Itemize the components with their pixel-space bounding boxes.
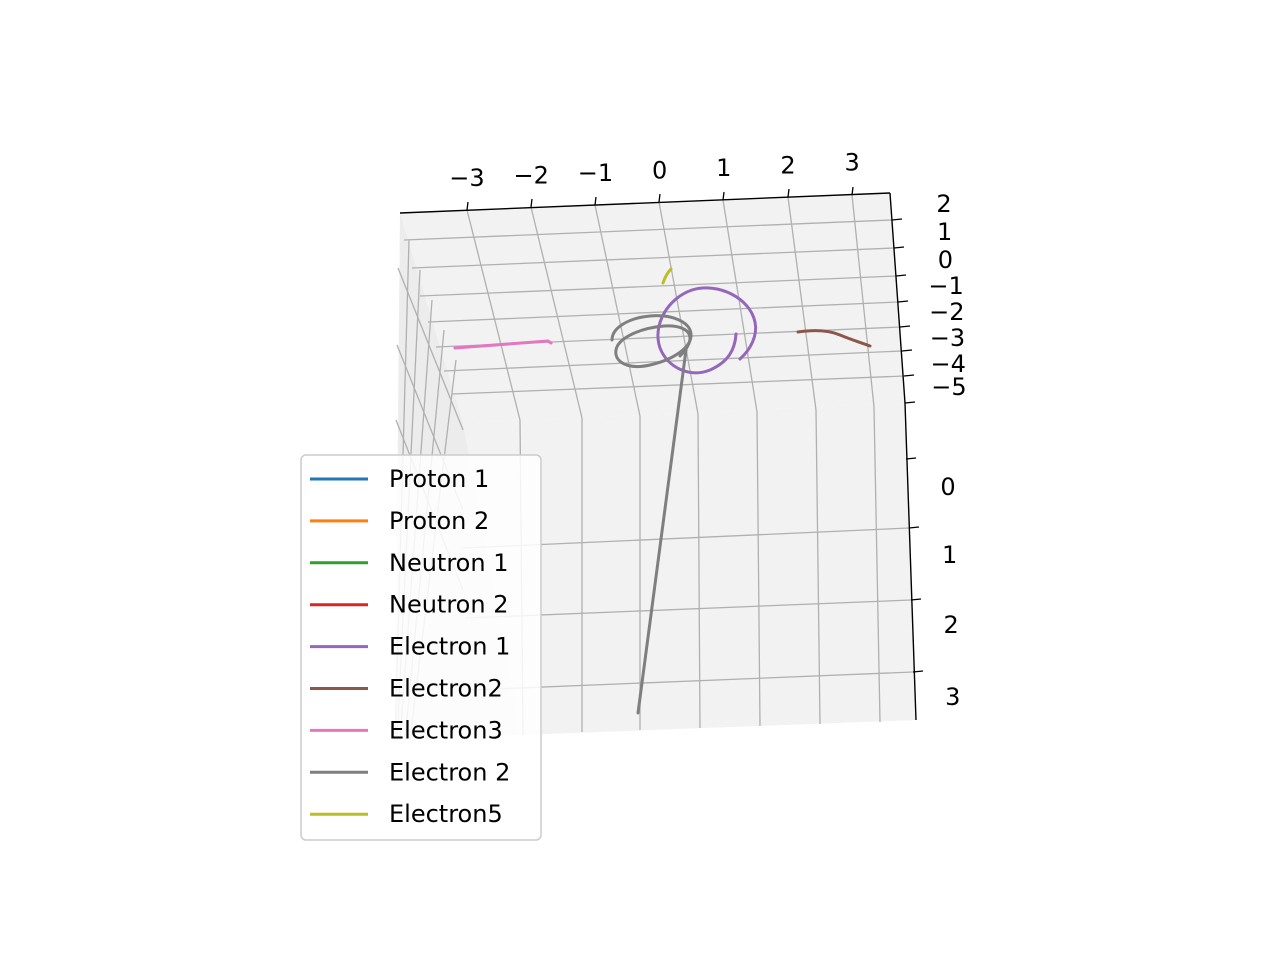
trajectories — [453, 267, 872, 715]
legend-label: Electron 2 — [389, 758, 510, 786]
x-axis-line — [399, 192, 891, 214]
y-tick-label: 0 — [938, 246, 953, 274]
x-tick-labels: −3 −2 −1 0 1 2 3 — [449, 149, 860, 192]
y-tick-label: −1 — [928, 272, 963, 300]
legend-box — [300, 454, 542, 841]
x-tick-label: 2 — [780, 151, 795, 179]
series-electron-2-spiral — [610, 314, 693, 368]
floor-pane — [463, 403, 916, 735]
y-axis-line — [889, 192, 906, 404]
x-tick-label: 3 — [845, 149, 860, 177]
series-electron2-line — [796, 329, 872, 348]
y-tick-label: 2 — [936, 190, 951, 218]
y-tick-label: −4 — [931, 350, 966, 378]
legend-label: Electron3 — [389, 716, 503, 744]
y-tick-label: −3 — [930, 324, 965, 352]
legend-label: Proton 1 — [389, 465, 489, 493]
y-tick-label: −2 — [929, 298, 964, 326]
legend-label: Electron2 — [389, 675, 503, 703]
y-tick-label: 1 — [937, 218, 952, 246]
axis-ticks — [466, 186, 924, 673]
legend-label: Proton 2 — [389, 507, 489, 535]
x-tick-label: 1 — [716, 154, 731, 182]
legend: Proton 1 Proton 2 Neutron 1 Neutron 2 Electr… — [300, 454, 542, 841]
legend-items: Proton 1 Proton 2 Neutron 1 Neutron 2 Electr… — [310, 465, 510, 828]
legend-label: Neutron 2 — [389, 591, 508, 619]
z-tick-label: 0 — [940, 473, 955, 501]
z-tick-label: 3 — [945, 683, 960, 711]
z-axis-line — [904, 402, 917, 721]
x-tick-label: −1 — [578, 159, 613, 187]
series-electron-3-line — [453, 339, 553, 350]
series-electron-5-line — [661, 267, 673, 285]
x-tick-label: −2 — [514, 161, 549, 189]
back-pane — [400, 193, 905, 423]
z-tick-labels: 0 1 2 3 — [940, 473, 960, 711]
series-electron-2-line — [636, 348, 688, 715]
y-tick-labels: 210−1−2−3−4−5 — [928, 190, 966, 401]
legend-label: Neutron 1 — [389, 549, 508, 577]
z-tick-label: 1 — [942, 541, 957, 569]
legend-label: Electron5 — [389, 800, 503, 828]
x-tick-label: −3 — [449, 164, 484, 192]
legend-label: Electron 1 — [389, 633, 510, 661]
z-tick-label: 2 — [944, 611, 959, 639]
x-tick-label: 0 — [652, 156, 667, 184]
series-electron-1-line — [656, 286, 758, 375]
y-tick-label: −5 — [931, 373, 966, 401]
